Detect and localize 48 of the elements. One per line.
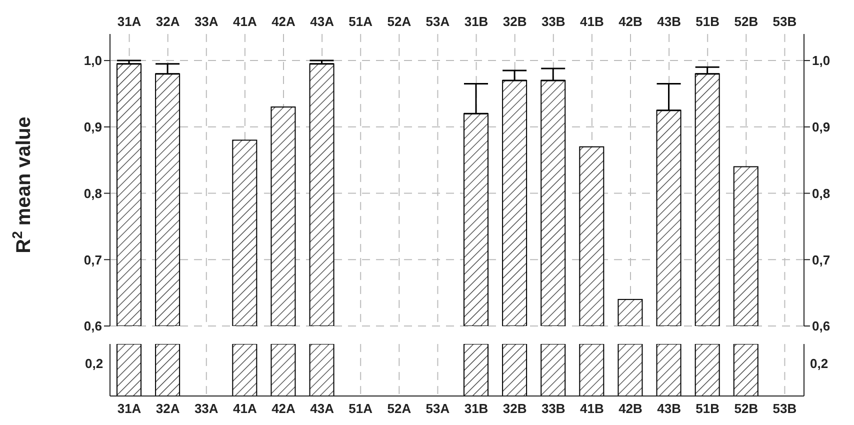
x-tick-label: 53A: [426, 14, 450, 29]
x-tick-label: 51B: [696, 14, 720, 29]
x-tick-label: 42A: [272, 401, 296, 416]
x-tick-label: 52B: [734, 401, 758, 416]
x-tick-label: 42B: [618, 401, 642, 416]
x-tick-label: 43A: [310, 401, 335, 416]
x-tick-label: 43A: [310, 14, 335, 29]
x-tick-label: 52A: [387, 401, 412, 416]
x-tick-label: 31B: [464, 14, 488, 29]
x-tick-label: 33A: [194, 401, 219, 416]
text: 0,2: [810, 356, 828, 371]
x-tick-label: 52A: [387, 14, 412, 29]
x-tick-label: 32B: [502, 401, 527, 416]
x-tick-label: 41A: [233, 401, 258, 416]
y-tick-label: 0,6: [84, 318, 102, 334]
x-tick-label: 53A: [426, 401, 450, 416]
x-tick-label: 33A: [194, 14, 219, 29]
x-tick-label: 32B: [502, 14, 527, 29]
x-tick-label: 31A: [117, 14, 142, 29]
y-tick-label: 0,8: [84, 186, 102, 201]
x-tick-label: 51A: [348, 14, 374, 29]
x-tick-label: 51B: [696, 401, 720, 416]
x-tick-label: 33B: [541, 14, 566, 29]
y-tick-label: 0,7: [84, 252, 102, 268]
x-tick-label: 42B: [618, 14, 642, 29]
x-tick-label: 33B: [541, 401, 566, 416]
x-tick-label: 51A: [348, 401, 374, 416]
x-tick-label: 53B: [772, 401, 797, 416]
y2-tick-label: 0,6: [812, 318, 830, 334]
x-tick-label: 43B: [657, 14, 681, 29]
x-tick-label: 41B: [580, 14, 604, 29]
y-tick-label: 0,9: [84, 120, 102, 135]
x-tick-label: 31A: [117, 401, 142, 416]
x-tick-label: 41A: [233, 14, 258, 29]
y2-tick-label: 0,7: [812, 252, 830, 268]
y2-tick-label: 0,9: [812, 120, 830, 135]
x-tick-label: 53B: [772, 14, 797, 29]
x-tick-label: 52B: [734, 14, 758, 29]
text: 0,2: [85, 356, 104, 371]
x-tick-label: 32A: [156, 401, 180, 416]
x-tick-label: 42A: [272, 14, 296, 29]
x-tick-label: 41B: [580, 401, 604, 416]
y2-tick-label: 1,0: [812, 53, 830, 68]
y2-tick-label: 0,8: [812, 186, 830, 201]
y-tick-label: 1,0: [84, 53, 102, 68]
x-tick-label: 43B: [657, 401, 681, 416]
x-tick-label: 32A: [156, 14, 180, 29]
x-tick-label: 31B: [464, 401, 488, 416]
